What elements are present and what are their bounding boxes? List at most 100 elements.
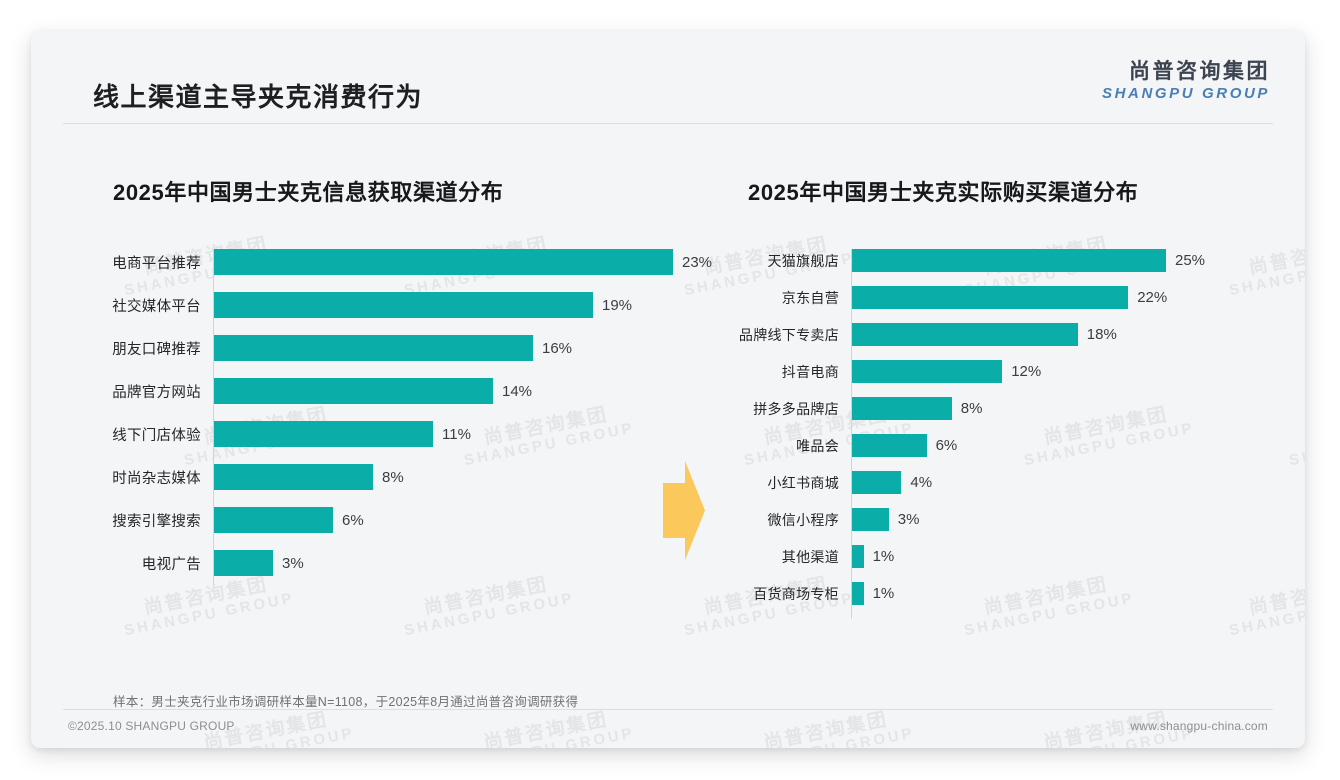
bar-track: 12% — [851, 360, 1271, 383]
purchase-channel-value-label: 22% — [1137, 289, 1168, 306]
slide-footer: ©2025.10 SHANGPU GROUP www.shangpu-china… — [63, 716, 1273, 738]
bar-row: 微信小程序 3% — [711, 508, 1271, 531]
purchase-channel-value-label: 18% — [1086, 326, 1117, 343]
axis-line-left — [213, 249, 214, 585]
copyright-text: ©2025.10 SHANGPU GROUP — [68, 719, 235, 733]
purchase-channel-value-label: 3% — [897, 511, 920, 528]
bar-track: 8% — [851, 397, 1271, 420]
bar-row: 京东自营 22% — [711, 286, 1271, 309]
info-channel-bar — [213, 335, 533, 361]
page-title: 线上渠道主导夹克消费行为 — [93, 82, 424, 112]
purchase-channel-value-label: 12% — [1011, 363, 1042, 380]
purchase-channel-bar — [851, 397, 952, 420]
chart-panel-purchase-channels: 2025年中国男士夹克实际购买渠道分布 天猫旗舰店 25% 京东自营 22% 品牌线下专… — [711, 123, 1271, 619]
info-channel-category-label: 社交媒体平台 — [112, 298, 201, 315]
bar-row: 天猫旗舰店 25% — [711, 249, 1271, 272]
header-divider — [63, 123, 1273, 124]
purchase-channel-value-label: 8% — [960, 400, 983, 417]
footer-divider — [63, 709, 1273, 710]
bar-row: 品牌线下专卖店 18% — [711, 323, 1271, 346]
info-channel-category-label: 时尚杂志媒体 — [112, 470, 201, 487]
bar-row: 社交媒体平台 19% — [81, 292, 681, 318]
chart-title-left: 2025年中国男士夹克信息获取渠道分布 — [113, 180, 504, 205]
bar-track: 19% — [213, 292, 681, 318]
info-channel-category-label: 搜索引擎搜索 — [112, 513, 201, 530]
slide-header: 线上渠道主导夹克消费行为 尚普咨询集团 SHANGPU GROUP — [31, 31, 1305, 123]
right-arrow-icon — [663, 461, 705, 560]
purchase-channel-bar — [851, 323, 1078, 346]
bar-track: 11% — [213, 421, 681, 447]
purchase-channel-value-label: 25% — [1175, 252, 1206, 269]
bar-track: 23% — [213, 249, 712, 275]
purchase-channel-category-label: 百货商场专柜 — [753, 585, 839, 602]
purchase-channel-bar — [851, 545, 864, 568]
logo-english-text: SHANGPU GROUP — [1102, 84, 1270, 102]
sample-note: 样本：男士夹克行业市场调研样本量N=1108，于2025年8月通过尚普咨询调研获… — [113, 695, 579, 709]
bar-track: 25% — [851, 249, 1271, 272]
bar-row: 品牌官方网站 14% — [81, 378, 681, 404]
bar-row: 拼多多品牌店 8% — [711, 397, 1271, 420]
bar-track: 14% — [213, 378, 681, 404]
purchase-channel-value-label: 4% — [910, 474, 933, 491]
bar-track: 8% — [213, 464, 681, 490]
bar-row: 电商平台推荐 23% — [81, 249, 712, 275]
purchase-channel-category-label: 其他渠道 — [781, 548, 839, 565]
info-channel-category-label: 朋友口碑推荐 — [112, 341, 201, 358]
info-channel-bar — [213, 292, 593, 318]
info-channel-bar — [213, 550, 273, 576]
info-channel-value-label: 14% — [502, 382, 533, 400]
bar-row: 百货商场专柜 1% — [711, 582, 1271, 605]
bar-track: 1% — [851, 545, 1271, 568]
info-channel-bar — [213, 421, 433, 447]
info-channel-category-label: 电视广告 — [141, 556, 201, 573]
bar-row: 时尚杂志媒体 8% — [81, 464, 681, 490]
purchase-channel-category-label: 天猫旗舰店 — [767, 252, 839, 269]
info-channel-value-label: 3% — [282, 554, 304, 572]
charts-area: 2025年中国男士夹克信息获取渠道分布 电商平台推荐 23% 社交媒体平台 19% 朋友… — [31, 123, 1305, 678]
purchase-channel-category-label: 小红书商城 — [767, 474, 839, 491]
info-channel-value-label: 23% — [682, 253, 713, 271]
chart-title-right: 2025年中国男士夹克实际购买渠道分布 — [748, 180, 1139, 205]
logo-chinese-text: 尚普咨询集团 — [1129, 60, 1270, 83]
info-channel-bar — [213, 507, 333, 533]
purchase-channel-bar — [851, 471, 902, 494]
bar-track: 3% — [213, 550, 681, 576]
info-channel-value-label: 16% — [542, 339, 573, 357]
info-channel-value-label: 6% — [342, 511, 364, 529]
purchase-channel-value-label: 1% — [872, 548, 895, 565]
info-channel-bar — [213, 378, 493, 404]
bar-chart-left: 电商平台推荐 23% 社交媒体平台 19% 朋友口碑推荐 16% 品牌官方网站 14% 线下门店… — [81, 249, 712, 585]
chart-panel-info-channels: 2025年中国男士夹克信息获取渠道分布 电商平台推荐 23% 社交媒体平台 19% 朋友… — [81, 123, 712, 585]
bar-row: 其他渠道 1% — [711, 545, 1271, 568]
purchase-channel-bar — [851, 249, 1166, 272]
axis-line-right — [851, 249, 852, 619]
purchase-channel-bar — [851, 582, 864, 605]
info-channel-value-label: 19% — [602, 296, 633, 314]
bar-chart-right: 天猫旗舰店 25% 京东自营 22% 品牌线下专卖店 18% 抖音电商 12% 拼多多品牌店 8%… — [711, 249, 1271, 619]
bar-track: 6% — [213, 507, 681, 533]
bar-row: 电视广告 3% — [81, 550, 681, 576]
bar-track: 22% — [851, 286, 1271, 309]
purchase-channel-bar — [851, 508, 889, 531]
info-channel-value-label: 11% — [442, 425, 471, 443]
bar-row: 朋友口碑推荐 16% — [81, 335, 681, 361]
bar-row: 线下门店体验 11% — [81, 421, 681, 447]
purchase-channel-bar — [851, 286, 1129, 309]
info-channel-category-label: 品牌官方网站 — [112, 384, 201, 401]
bar-track: 4% — [851, 471, 1271, 494]
info-channel-category-label: 电商平台推荐 — [112, 255, 201, 272]
brand-logo: 尚普咨询集团 SHANGPU GROUP — [1102, 60, 1270, 104]
bar-row: 小红书商城 4% — [711, 471, 1271, 494]
info-channel-category-label: 线下门店体验 — [112, 427, 201, 444]
purchase-channel-value-label: 6% — [935, 437, 958, 454]
purchase-channel-category-label: 京东自营 — [781, 289, 839, 306]
purchase-channel-category-label: 唯品会 — [796, 437, 839, 454]
website-link[interactable]: www.shangpu-china.com — [1130, 719, 1268, 733]
info-channel-bar — [213, 464, 373, 490]
purchase-channel-bar — [851, 434, 927, 457]
bar-row: 抖音电商 12% — [711, 360, 1271, 383]
info-channel-value-label: 8% — [382, 468, 404, 486]
purchase-channel-category-label: 微信小程序 — [767, 511, 839, 528]
